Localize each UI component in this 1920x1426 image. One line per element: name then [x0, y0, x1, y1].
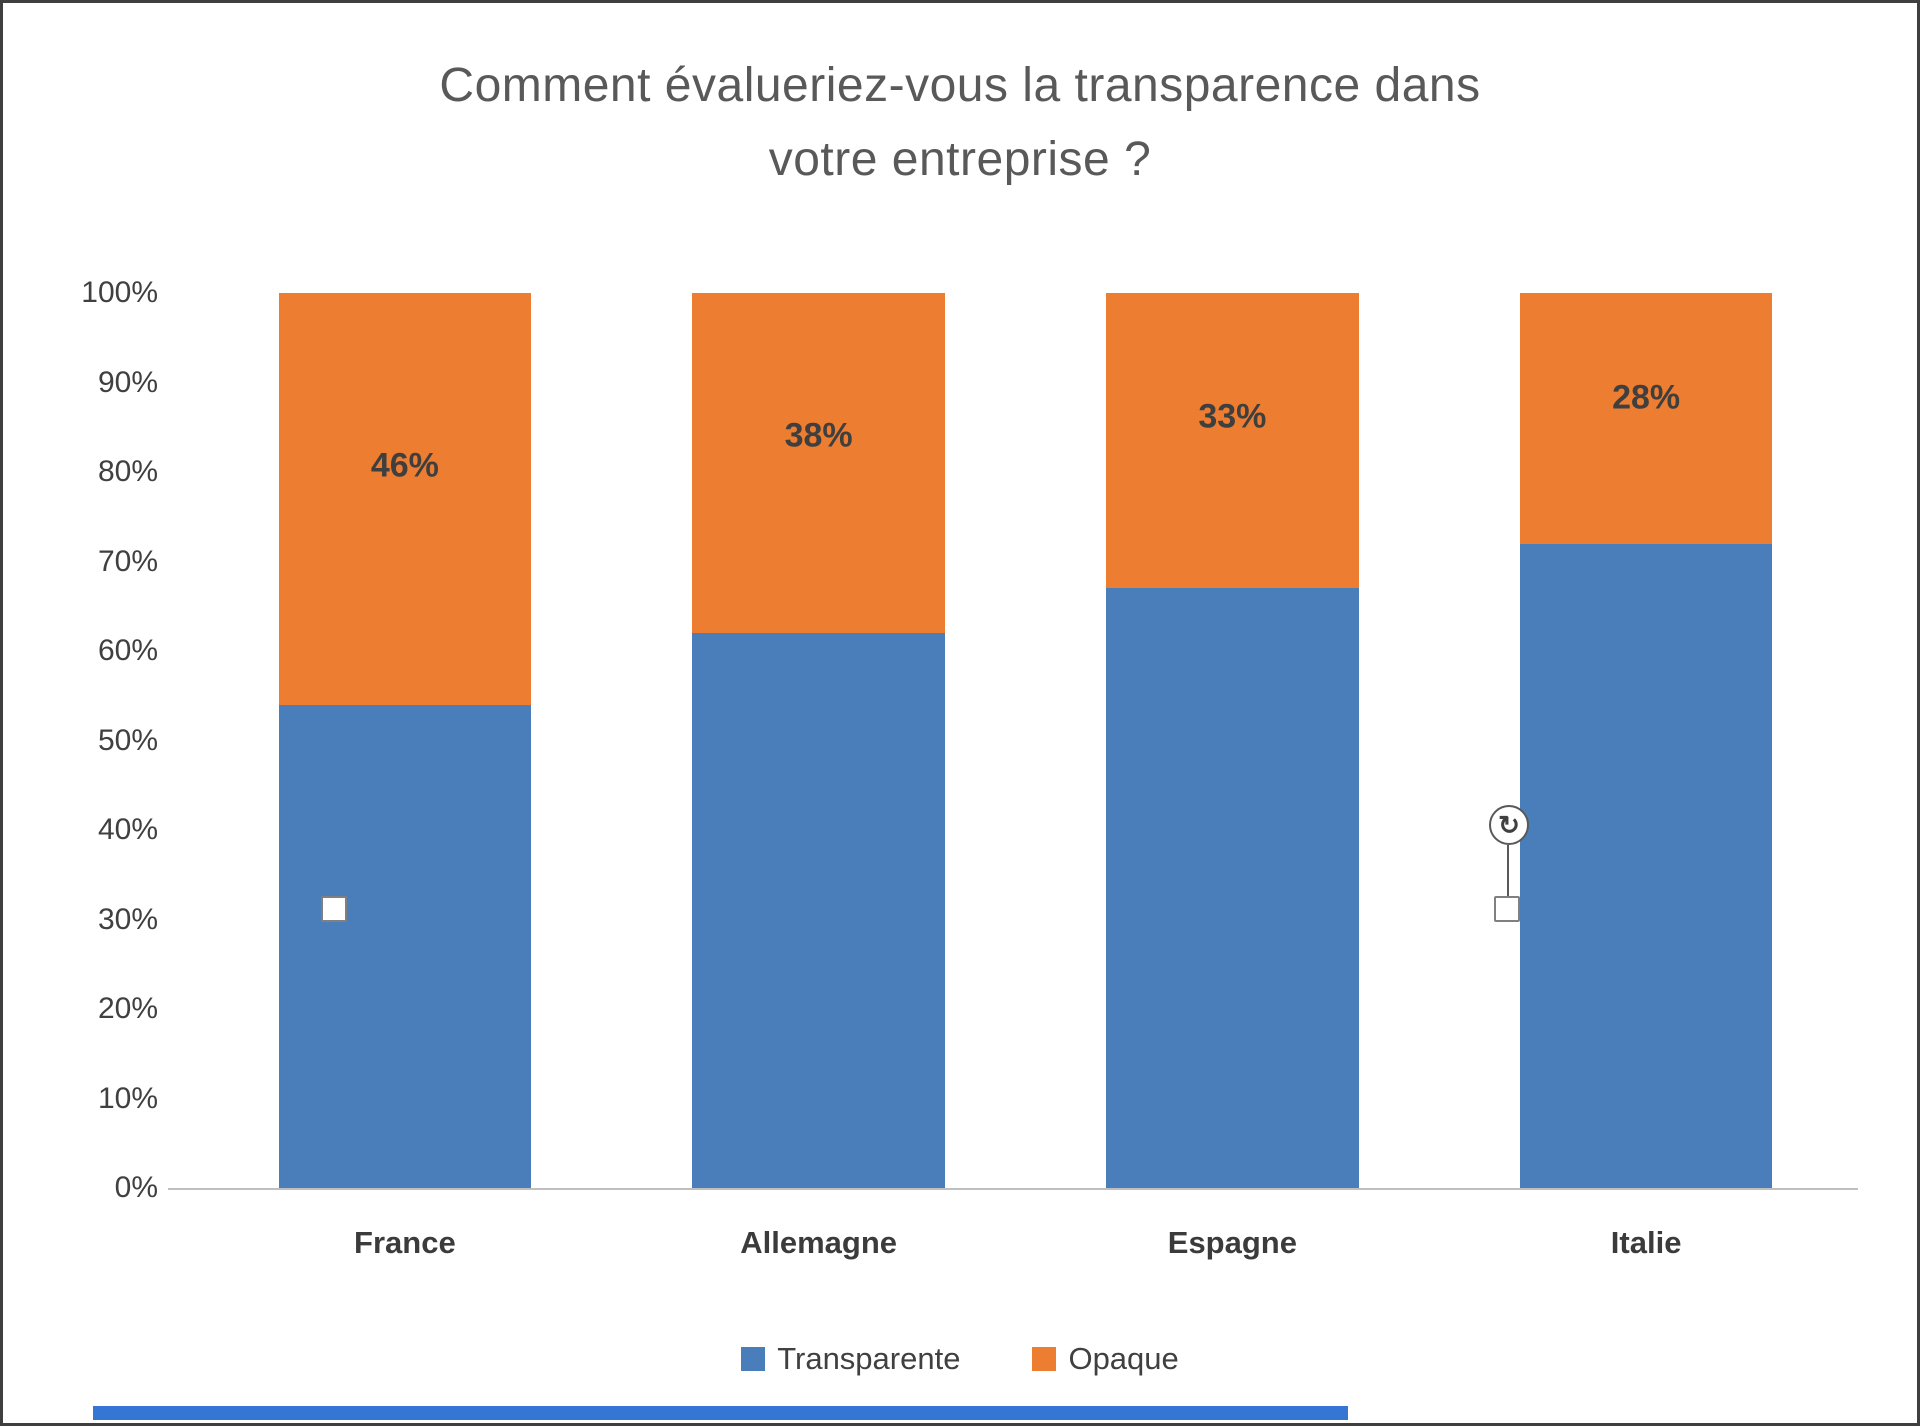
y-tick-label: 50% — [97, 723, 158, 757]
stacked-bar-france[interactable]: 46% — [278, 293, 532, 1188]
segment-opaque[interactable]: 28% — [1519, 293, 1773, 544]
y-tick-label: 10% — [97, 1081, 158, 1115]
segment-opaque[interactable]: 38% — [692, 293, 945, 634]
y-tick-label: 90% — [97, 365, 158, 399]
segment-transparente[interactable] — [1519, 543, 1773, 1188]
y-tick-label: 80% — [97, 455, 158, 488]
x-axis-line — [168, 1188, 1858, 1190]
plot-area: 46% 38% 33% 28% — [198, 293, 1853, 1188]
y-axis: 100% 90% 80% 70% 60% 50% 40% 30% 20% 10% 0% — [23, 276, 158, 1204]
bottom-window-strip — [93, 1406, 1348, 1420]
stacked-bar-espagne[interactable]: 33% — [1106, 293, 1359, 1188]
category-label: Italie — [1610, 1225, 1682, 1260]
y-tick-label: 0% — [114, 1171, 158, 1204]
bar-slot: 38% — [612, 293, 1026, 1188]
data-label: 28% — [1612, 378, 1681, 417]
y-tick-label: 70% — [97, 544, 158, 578]
rotate-handle-stem — [1507, 845, 1509, 897]
chart-title-line2: votre entreprise ? — [768, 133, 1152, 187]
data-label: 46% — [370, 446, 439, 485]
stacked-bar-italie[interactable]: 28% — [1519, 293, 1773, 1188]
y-tick-label: 40% — [97, 813, 158, 846]
segment-transparente[interactable] — [692, 633, 945, 1188]
data-label: 33% — [1198, 397, 1267, 436]
y-tick-label: 60% — [97, 634, 158, 667]
chart-title: Comment évalueriez-vous la transparence … — [103, 49, 1817, 198]
segment-transparente[interactable] — [1106, 588, 1359, 1188]
legend-item-opaque[interactable]: Opaque — [1032, 1341, 1179, 1377]
legend: Transparente Opaque — [3, 1341, 1917, 1377]
category-label: Allemagne — [740, 1225, 898, 1260]
selection-handle-square-right[interactable] — [1494, 896, 1520, 922]
stacked-bar-allemagne[interactable]: 38% — [692, 293, 945, 1188]
selection-handle-square-left[interactable] — [321, 896, 347, 922]
segment-transparente[interactable] — [278, 704, 532, 1188]
segment-opaque[interactable]: 33% — [1106, 293, 1359, 589]
legend-label: Transparente — [777, 1341, 961, 1376]
segment-opaque[interactable]: 46% — [278, 293, 532, 705]
bar-slot: 33% — [1026, 293, 1440, 1188]
category-label: France — [354, 1225, 456, 1260]
category-label: Espagne — [1167, 1225, 1297, 1260]
x-axis: France Allemagne Espagne Italie — [198, 1225, 1853, 1261]
bar-slot: 28% — [1439, 293, 1853, 1188]
y-tick-label: 20% — [97, 992, 158, 1025]
y-tick-label: 30% — [97, 902, 158, 936]
chart-title-line1: Comment évalueriez-vous la transparence … — [439, 59, 1481, 112]
rotate-handle-icon[interactable]: ↻ — [1489, 805, 1529, 845]
legend-label: Opaque — [1068, 1341, 1179, 1376]
legend-swatch — [1032, 1347, 1057, 1371]
legend-swatch — [741, 1347, 766, 1371]
bar-slot: 46% — [198, 293, 612, 1188]
data-label: 38% — [784, 416, 853, 455]
legend-item-transparente[interactable]: Transparente — [741, 1341, 960, 1377]
y-tick-label: 100% — [81, 276, 158, 309]
